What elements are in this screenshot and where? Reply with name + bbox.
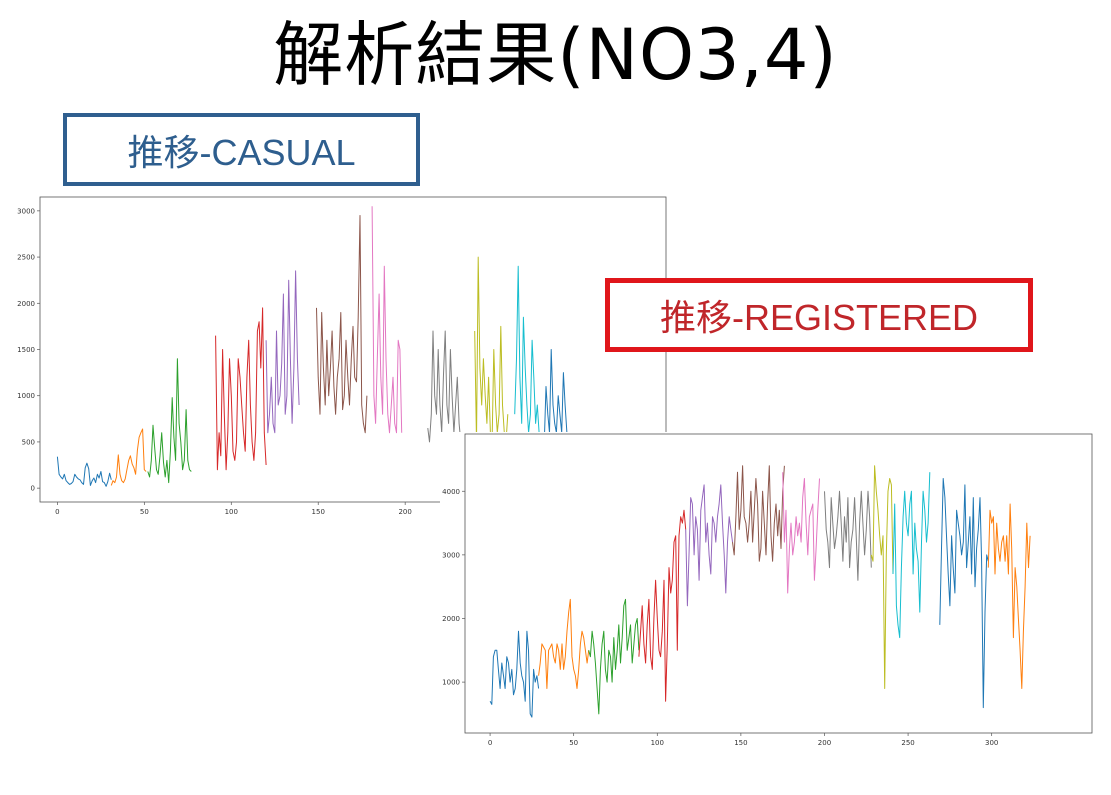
casual-y-tick-label: 0 [31, 485, 35, 493]
registered-series-3 [588, 598, 640, 715]
casual-series-4 [215, 307, 267, 471]
registered-x-tick-label: 250 [901, 739, 914, 747]
slide-title: 解析結果(NO3,4) [273, 14, 838, 96]
registered-y-tick-label: 1000 [442, 679, 460, 687]
casual-series-5 [265, 270, 300, 434]
casual-x-tick-label: 150 [312, 508, 325, 516]
casual-label-box: 推移-CASUAL [63, 113, 420, 186]
registered-y-tick-label: 4000 [442, 488, 460, 496]
casual-series-11 [542, 349, 568, 443]
registered-y-tick-label: 3000 [442, 551, 460, 559]
registered-series-2 [538, 598, 590, 689]
casual-series-8 [427, 330, 462, 443]
registered-series-10 [892, 472, 931, 639]
registered-x-tick-label: 300 [985, 739, 998, 747]
registered-x-tick-label: 150 [734, 739, 747, 747]
casual-series-10 [514, 265, 542, 442]
registered-x-tick-label: 200 [818, 739, 831, 747]
casual-x-tick-label: 50 [140, 508, 149, 516]
registered-label-box: 推移-REGISTERED [605, 278, 1033, 352]
casual-series-6 [316, 215, 368, 434]
registered-series-12 [987, 503, 1031, 689]
casual-x-tick-label: 0 [55, 508, 59, 516]
casual-y-tick-label: 1000 [17, 392, 35, 400]
registered-x-tick-label: 50 [569, 739, 578, 747]
registered-series-8 [824, 490, 872, 581]
casual-y-tick-label: 3000 [17, 207, 35, 215]
casual-x-tick-label: 100 [225, 508, 238, 516]
registered-series-1 [489, 630, 540, 718]
registered-series-5 [685, 484, 733, 607]
registered-x-tick-label: 100 [651, 739, 664, 747]
casual-y-tick-label: 1500 [17, 346, 35, 354]
casual-trend-chart: 0 50 100 150 200 0 500 1000 1500 2000 2500 3000 [0, 188, 670, 520]
registered-x-tick-label: 0 [488, 739, 492, 747]
registered-series-7 [782, 472, 820, 594]
registered-series-4 [638, 509, 687, 702]
registered-trend-chart: 0 50 100 150 200 250 300 1000 2000 3000 4000 [440, 432, 1100, 750]
registered-chart-svg: 0 50 100 150 200 250 300 1000 2000 3000 4000 [442, 433, 1093, 747]
registered-axes-frame [464, 433, 1093, 734]
casual-series-3 [147, 358, 192, 484]
casual-series-2 [110, 428, 147, 486]
casual-series-1 [56, 456, 112, 487]
casual-series-9 [474, 256, 509, 443]
casual-series-7 [371, 206, 403, 434]
casual-y-tick-label: 2000 [17, 300, 35, 308]
registered-series-6 [732, 465, 785, 562]
casual-y-tick-label: 500 [22, 438, 35, 446]
registered-series-9 [870, 465, 894, 689]
registered-y-tick-label: 2000 [442, 615, 460, 623]
casual-y-tick-label: 2500 [17, 254, 35, 262]
casual-x-tick-label: 200 [398, 508, 411, 516]
registered-series-11 [939, 478, 989, 709]
